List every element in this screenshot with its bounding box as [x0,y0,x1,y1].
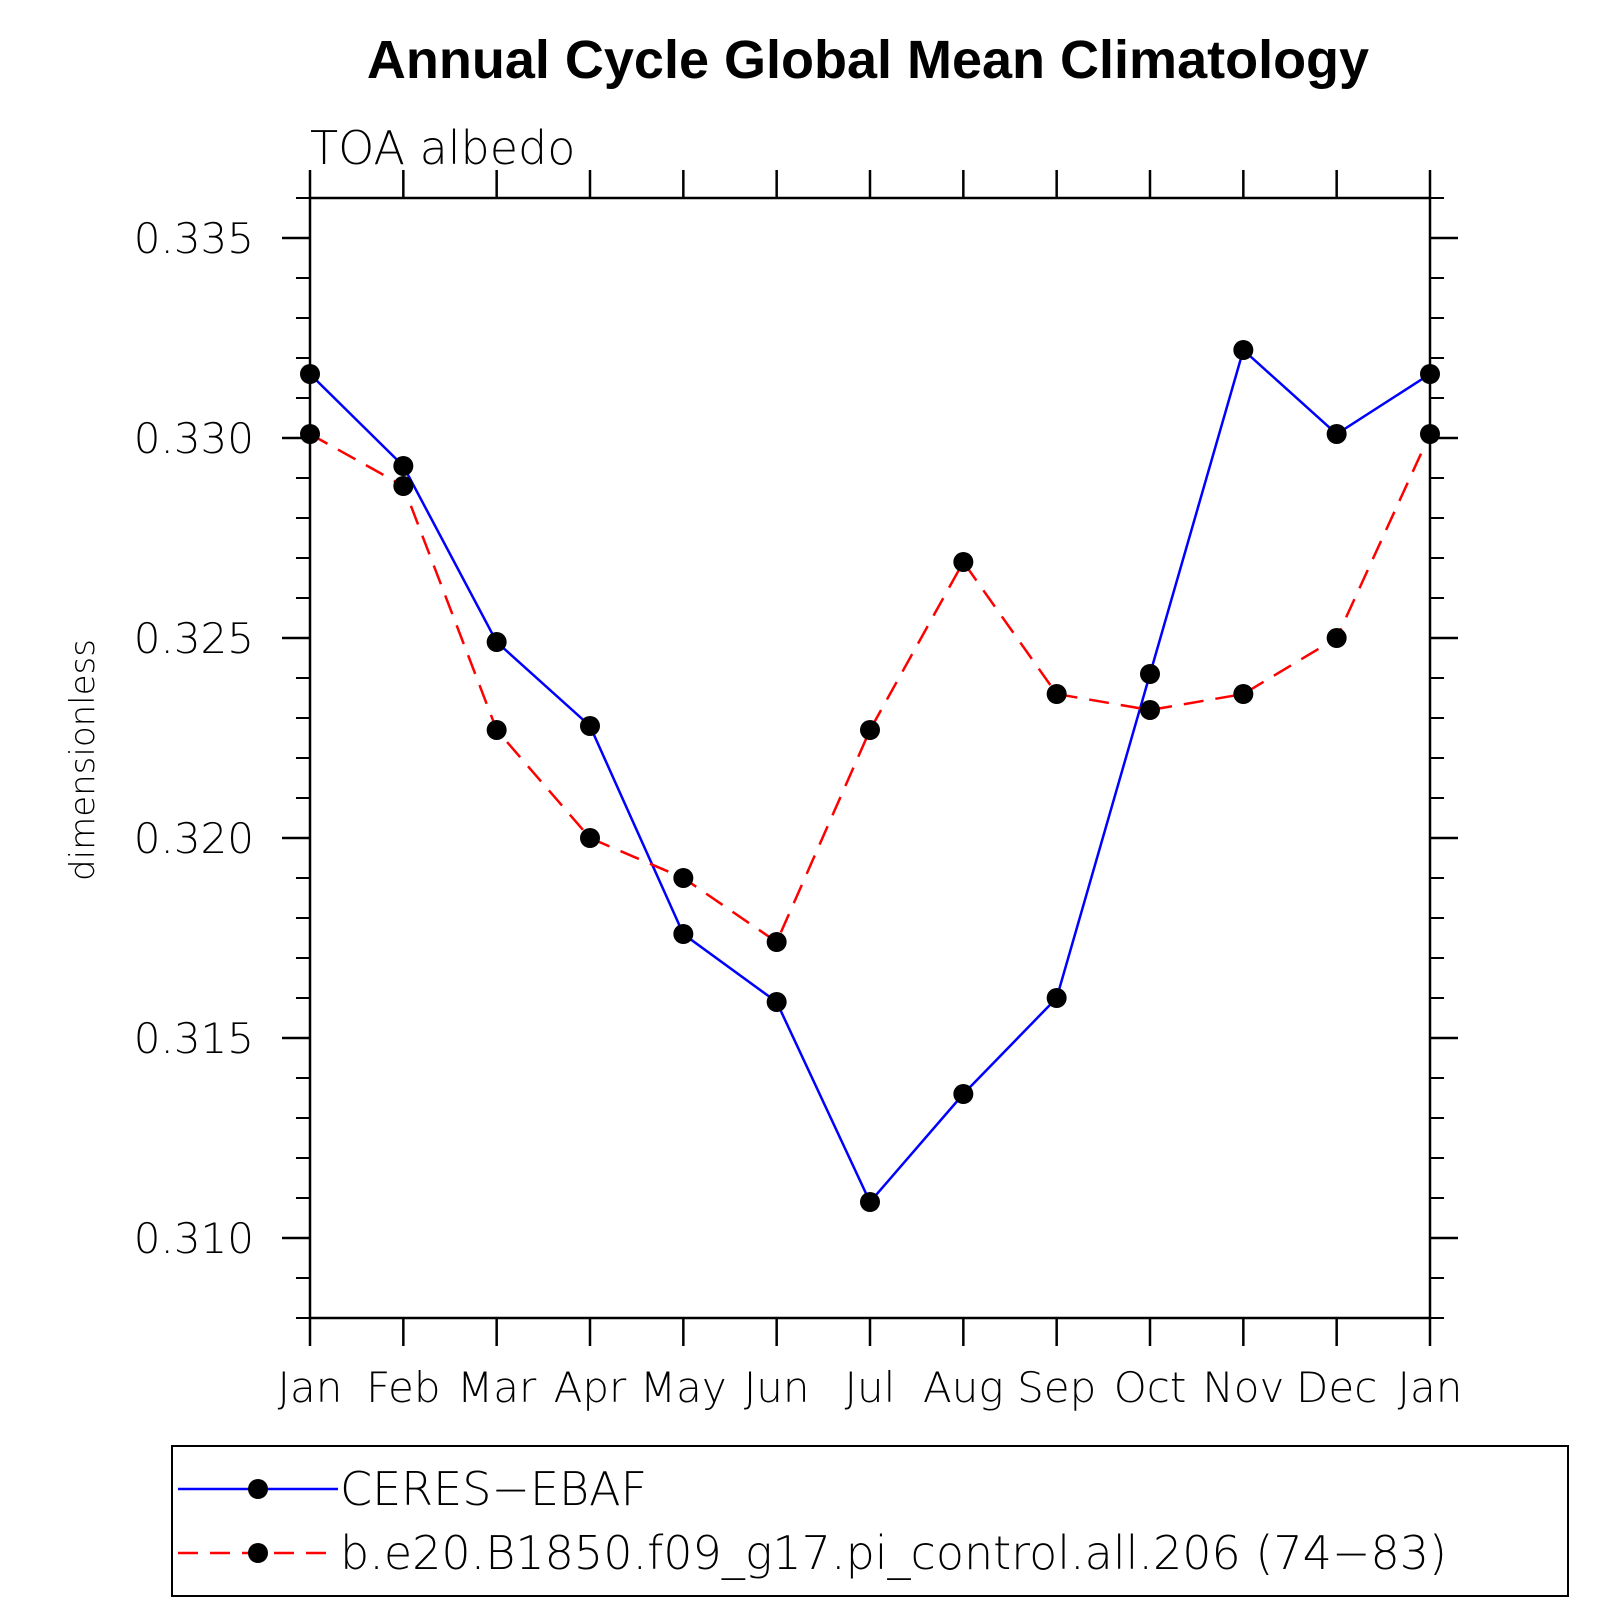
y-axis-label: dimensionless [63,639,103,881]
x-tick-label: Jan [278,1363,343,1412]
y-tick-label: 0.330 [134,414,254,463]
chart-subtitle: TOA albedo [310,121,575,175]
data-point-series-1 [1326,628,1347,648]
data-point-series-1 [486,720,507,740]
x-tick-label: Apr [554,1363,627,1412]
data-point-series-0 [393,456,414,476]
data-point-series-1 [953,552,974,572]
y-tick-label: 0.310 [134,1214,254,1263]
data-point-series-1 [766,932,787,952]
data-point-series-0 [953,1084,974,1104]
legend: CERES−EBAF b.e20.B1850.f09_g17.pi_contro… [171,1445,1569,1597]
data-point-series-1 [1140,700,1160,720]
data-point-series-1 [1046,684,1067,704]
series-line-0 [309,347,1431,1205]
data-point-series-0 [486,632,507,652]
data-point-series-0 [1326,424,1347,444]
x-tick-label: Dec [1296,1363,1377,1412]
data-point-series-1 [673,868,694,888]
y-tick-label: 0.315 [134,1014,254,1063]
x-tick-label: Jan [1398,1363,1463,1412]
legend-label-model: b.e20.B1850.f09_g17.pi_control.all.206 (… [340,1526,1447,1580]
x-tick-label: Oct [1114,1363,1187,1412]
x-tick-labels: Jan Feb Mar Apr May Jun Jul Aug Sep Oct Nov Dec Jan [278,1363,1463,1412]
data-point-series-0 [1046,988,1067,1008]
legend-label-ceres: CERES−EBAF [340,1462,647,1516]
data-point-series-0 [580,716,600,736]
data-point-series-0 [766,992,787,1012]
axis-ticks [282,170,1458,1346]
data-point-series-1 [393,476,414,496]
x-tick-label: Jul [845,1363,896,1412]
data-point-series-0 [300,364,320,384]
data-point-series-1 [580,828,600,848]
x-tick-label: Sep [1017,1363,1096,1412]
y-tick-labels: 0.310 0.315 0.320 0.325 0.330 0.335 [134,214,254,1263]
chart-title: Annual Cycle Global Mean Climatology [367,30,1369,90]
series-markers [300,340,1440,1212]
x-tick-label: Jun [744,1363,810,1412]
x-tick-label: Mar [457,1363,537,1412]
data-point-series-0 [673,924,694,944]
series-lines [309,347,1432,1205]
y-tick-label: 0.320 [134,814,254,863]
data-point-series-0 [860,1192,880,1212]
data-point-series-0 [1233,340,1254,360]
data-point-series-0 [1140,664,1160,684]
data-point-series-1 [1420,424,1440,444]
x-tick-label: Aug [923,1363,1004,1412]
y-tick-label: 0.325 [134,614,254,663]
data-point-series-1 [300,424,320,444]
data-point-series-0 [1420,364,1440,384]
data-point-series-1 [1233,684,1254,704]
x-tick-label: Feb [366,1363,440,1412]
data-point-series-1 [860,720,880,740]
x-tick-label: Nov [1202,1363,1284,1412]
legend-marker-model [248,1543,268,1563]
x-tick-label: May [640,1363,727,1412]
legend-marker-ceres [248,1479,268,1499]
y-tick-label: 0.335 [134,214,254,263]
series-line-1 [309,432,1432,944]
legend-box [171,1445,1569,1597]
